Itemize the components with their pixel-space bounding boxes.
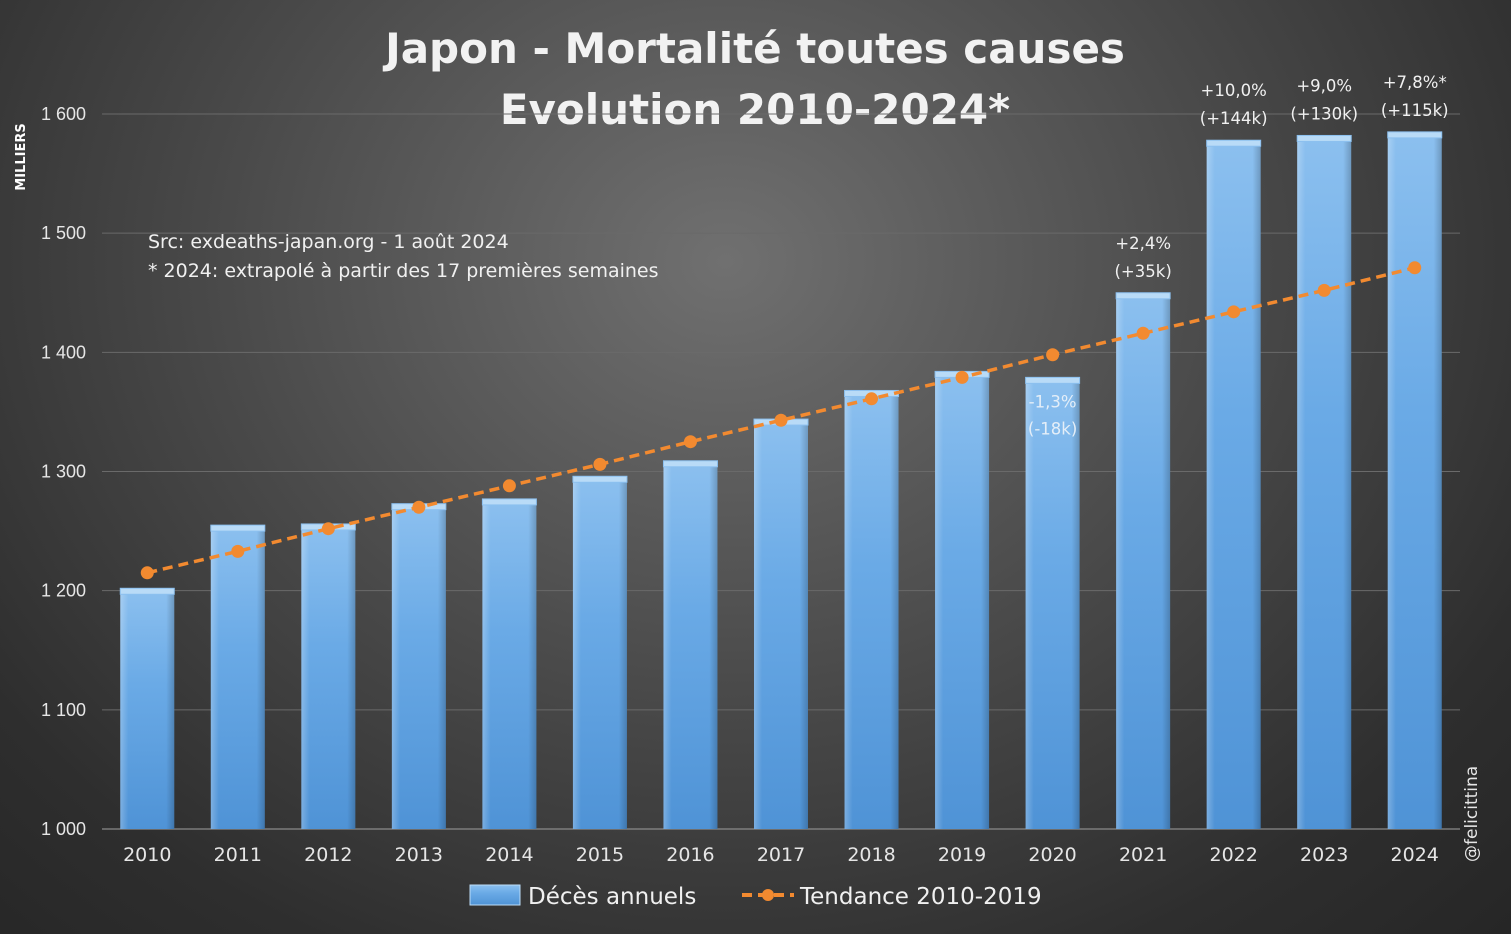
x-tick-label: 2020 xyxy=(1028,844,1076,866)
y-tick-label: 1 600 xyxy=(41,104,86,124)
bar-top-cap xyxy=(119,587,175,595)
x-tick-label: 2013 xyxy=(395,844,443,866)
x-tick-label: 2010 xyxy=(123,844,171,866)
chart-title-line-1: Japon - Mortalité toutes causes xyxy=(382,24,1125,73)
annotation-percent: +9,0% xyxy=(1296,76,1352,95)
y-tick-label: 1 100 xyxy=(41,700,86,720)
bar-top-cap xyxy=(1025,376,1081,384)
bar-shading xyxy=(210,525,265,829)
bar-shading xyxy=(391,503,446,829)
bar-shading xyxy=(120,588,175,829)
x-tick-label: 2019 xyxy=(938,844,986,866)
x-tick-label: 2022 xyxy=(1209,844,1257,866)
trend-marker xyxy=(231,544,245,558)
trend-marker xyxy=(955,370,969,384)
trend-marker xyxy=(321,522,335,536)
trend-marker xyxy=(593,457,607,471)
trend-marker xyxy=(140,566,154,580)
bar-top-cap xyxy=(1296,134,1352,142)
bar-shading xyxy=(935,371,990,829)
bar-shading xyxy=(482,498,537,829)
bar-shading xyxy=(301,523,356,829)
chart-title-line-2: Evolution 2010-2024* xyxy=(500,85,1010,134)
legend: Décès annuels Tendance 2010-2019 xyxy=(469,884,1042,910)
y-tick-label: 1 300 xyxy=(41,462,86,482)
legend-line-marker xyxy=(762,889,774,901)
trend-marker xyxy=(502,479,516,493)
x-tick-label: 2021 xyxy=(1119,844,1167,866)
annotation-percent: +10,0% xyxy=(1201,81,1267,100)
annotation-delta: (+115k) xyxy=(1381,101,1449,120)
y-tick-label: 1 400 xyxy=(41,342,86,362)
bar-shading xyxy=(1025,377,1080,829)
y-tick-label: 1 000 xyxy=(41,819,86,839)
bar-shading xyxy=(844,390,899,829)
bar-top-cap xyxy=(1387,131,1443,139)
x-tick-label: 2023 xyxy=(1300,844,1348,866)
x-tick-label: 2024 xyxy=(1391,844,1439,866)
bar-top-cap xyxy=(572,475,628,483)
annotation-delta: (+144k) xyxy=(1200,109,1268,128)
trend-marker xyxy=(1408,261,1422,275)
bar-shading xyxy=(663,460,718,829)
x-tick-label: 2014 xyxy=(485,844,533,866)
annotation-delta: (+130k) xyxy=(1290,104,1358,123)
source-note: Src: exdeaths-japan.org - 1 août 2024 xyxy=(148,231,509,253)
y-tick-label: 1 200 xyxy=(41,581,86,601)
annotation-delta: (+35k) xyxy=(1115,262,1172,281)
bar-shading xyxy=(572,476,627,829)
bar-top-cap xyxy=(1115,292,1171,300)
annotation-delta: (-18k) xyxy=(1028,419,1077,438)
bar-shading xyxy=(1206,140,1261,829)
trend-marker xyxy=(774,413,788,427)
author-credit: @felicittina xyxy=(1462,766,1482,862)
trend-marker xyxy=(865,392,879,406)
trend-marker xyxy=(1227,305,1241,319)
bar-shading xyxy=(1297,135,1352,829)
bar-top-cap xyxy=(210,524,266,532)
bar-shading xyxy=(754,419,808,829)
x-tick-label: 2011 xyxy=(214,844,262,866)
bar-shading xyxy=(1387,131,1442,829)
bar-top-cap xyxy=(481,498,537,506)
y-axis-ticks: 1 000 1 100 1 200 1 300 1 400 1 500 1 600 xyxy=(41,104,86,839)
x-tick-label: 2012 xyxy=(304,844,352,866)
x-axis-ticks: 2010 2011 2012 2013 2014 2015 2016 2017 2018 2019… xyxy=(123,844,1439,866)
legend-bar-swatch xyxy=(469,884,521,906)
x-tick-label: 2015 xyxy=(576,844,624,866)
y-axis-label: MILLIERS xyxy=(14,123,29,190)
annotation-percent: +7,8%* xyxy=(1383,73,1447,92)
x-tick-label: 2018 xyxy=(847,844,895,866)
trend-marker xyxy=(1317,283,1331,297)
bar-annotations: -1,3% (-18k) +2,4% (+35k) +10,0% (+144k) +9,0%… xyxy=(1028,73,1449,438)
bar-top-cap xyxy=(1206,139,1262,147)
x-tick-label: 2017 xyxy=(757,844,805,866)
trend-marker xyxy=(1136,326,1150,340)
trend-marker xyxy=(683,435,697,449)
bar-top-cap xyxy=(662,460,718,468)
bar-series-deces-annuels xyxy=(119,131,1443,829)
line-series-tendance xyxy=(140,261,1422,580)
bar-shading xyxy=(1116,292,1171,829)
annotation-percent: -1,3% xyxy=(1029,392,1077,411)
legend-label-tendance: Tendance 2010-2019 xyxy=(799,884,1042,910)
legend-label-deces: Décès annuels xyxy=(528,884,696,910)
annotation-percent: +2,4% xyxy=(1115,234,1171,253)
y-tick-label: 1 500 xyxy=(41,223,86,243)
trend-marker xyxy=(412,500,426,514)
x-tick-label: 2016 xyxy=(666,844,714,866)
trend-line xyxy=(146,266,1416,575)
extrapolation-note: * 2024: extrapolé à partir des 17 premiè… xyxy=(148,260,659,282)
trend-marker xyxy=(1046,348,1060,362)
